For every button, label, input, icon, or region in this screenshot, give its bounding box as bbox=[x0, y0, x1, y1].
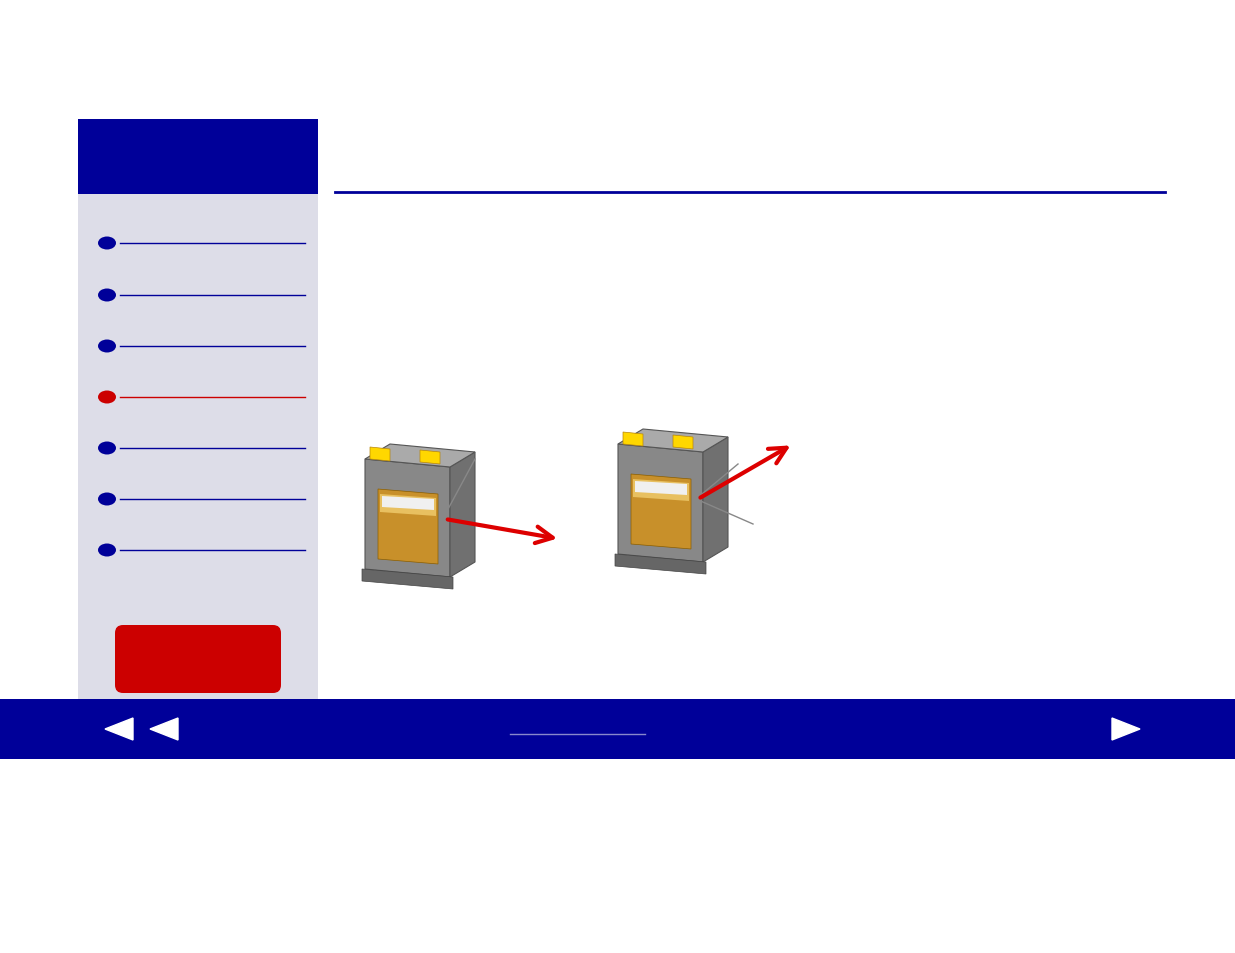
Polygon shape bbox=[1112, 719, 1140, 740]
Polygon shape bbox=[673, 436, 693, 450]
Ellipse shape bbox=[98, 237, 116, 251]
Polygon shape bbox=[618, 444, 703, 562]
Polygon shape bbox=[615, 555, 706, 575]
Polygon shape bbox=[380, 495, 436, 517]
Polygon shape bbox=[0, 700, 1235, 760]
Polygon shape bbox=[622, 433, 643, 447]
Polygon shape bbox=[78, 120, 317, 737]
Ellipse shape bbox=[98, 442, 116, 455]
Ellipse shape bbox=[98, 340, 116, 354]
Polygon shape bbox=[366, 444, 475, 468]
Polygon shape bbox=[78, 120, 317, 194]
Polygon shape bbox=[420, 451, 440, 464]
Ellipse shape bbox=[98, 544, 116, 557]
Polygon shape bbox=[362, 569, 453, 589]
Polygon shape bbox=[631, 475, 692, 550]
Polygon shape bbox=[105, 719, 133, 740]
Polygon shape bbox=[366, 459, 450, 578]
Ellipse shape bbox=[98, 493, 116, 506]
FancyBboxPatch shape bbox=[115, 625, 282, 693]
Polygon shape bbox=[149, 719, 178, 740]
Ellipse shape bbox=[98, 391, 116, 404]
Polygon shape bbox=[703, 437, 727, 562]
Ellipse shape bbox=[98, 289, 116, 302]
Polygon shape bbox=[618, 430, 727, 453]
Polygon shape bbox=[450, 453, 475, 578]
Polygon shape bbox=[382, 497, 433, 511]
Polygon shape bbox=[378, 490, 438, 564]
Polygon shape bbox=[635, 481, 687, 496]
Polygon shape bbox=[634, 479, 689, 501]
Polygon shape bbox=[370, 448, 390, 461]
